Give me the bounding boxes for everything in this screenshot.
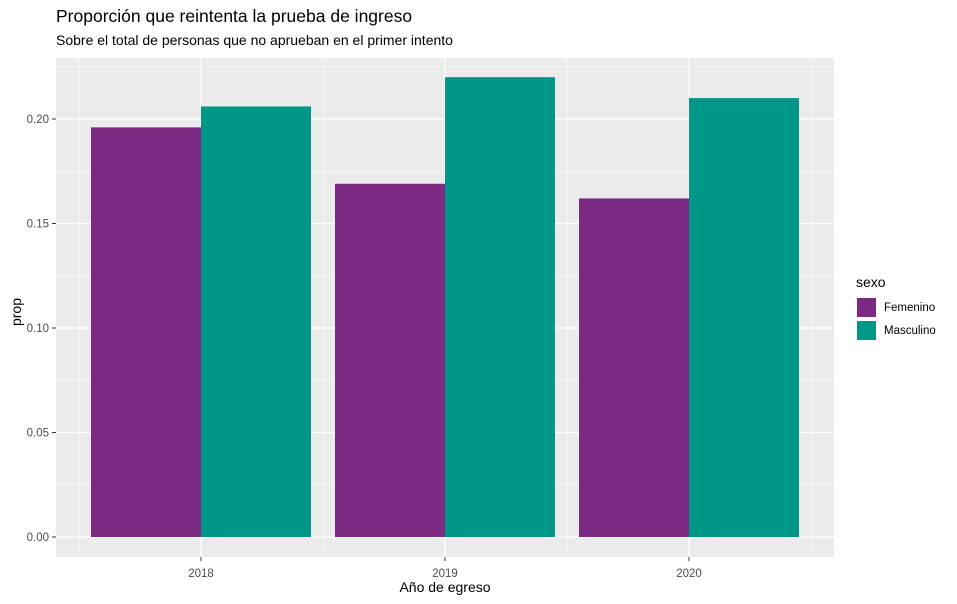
legend-item-masculino: Masculino xyxy=(856,319,936,342)
y-tick-label: 0.20 xyxy=(27,114,49,126)
legend-item-femenino: Femenino xyxy=(856,296,936,319)
bar-masculino-2018 xyxy=(201,106,311,538)
bar-femenino-2019 xyxy=(335,183,445,538)
y-tick-label: 0.15 xyxy=(27,219,49,231)
x-tick-label: 2019 xyxy=(432,568,458,580)
legend-title: sexo xyxy=(856,274,886,290)
legend: sexo Femenino Masculino xyxy=(856,274,936,342)
x-tick-label: 2018 xyxy=(188,568,214,580)
y-tick-label: 0.10 xyxy=(27,323,49,335)
chart-title: Proporción que reintenta la prueba de in… xyxy=(56,6,413,26)
legend-label-femenino: Femenino xyxy=(884,301,936,314)
bar-femenino-2020 xyxy=(579,198,689,538)
legend-key-femenino xyxy=(856,297,877,318)
y-axis-label: prop xyxy=(8,297,24,327)
y-tick-label: 0.05 xyxy=(27,428,49,440)
bar-masculino-2020 xyxy=(689,98,799,537)
bar-masculino-2019 xyxy=(445,77,555,537)
x-axis-label: Año de egreso xyxy=(399,579,491,595)
bar-femenino-2018 xyxy=(91,127,201,538)
chart-subtitle: Sobre el total de personas que no aprueb… xyxy=(56,32,453,48)
x-tick-label: 2020 xyxy=(676,568,702,580)
legend-label-masculino: Masculino xyxy=(884,324,936,337)
legend-key-masculino xyxy=(856,320,877,341)
y-tick-label: 0.00 xyxy=(27,532,49,544)
